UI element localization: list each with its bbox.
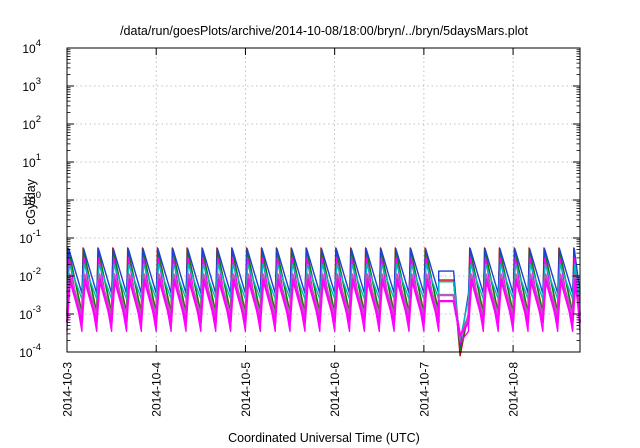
y-tick-label: 104 [22,38,41,56]
x-tick-label: 2014-10-3 [61,362,75,417]
series-line-7 [65,278,582,337]
y-tick-label: 100 [22,190,41,208]
x-tick-label: 2014-10-8 [507,362,521,417]
x-axis: 2014-10-3 2014-10-4 2014-10-5 2014-10-6 2014… [61,48,521,417]
y-tick-label: 10-2 [19,266,41,284]
grid [67,48,580,352]
y-tick-label: 10-1 [19,228,41,246]
x-tick-label: 2014-10-7 [417,362,431,417]
chart-title: /data/run/goesPlots/archive/2014-10-08/1… [120,24,528,38]
y-tick-label: 10-4 [19,342,41,360]
x-tick-label: 2014-10-6 [328,362,342,417]
y-axis-label: cGy/day [24,178,38,225]
y-axis: 10-4 10-3 10-2 10-1 100 101 102 103 104 [19,38,580,360]
x-tick-label: 2014-10-5 [239,362,253,417]
series-line-3 [66,248,581,347]
y-tick-label: 10-3 [19,304,41,322]
y-tick-label: 103 [22,76,41,94]
y-tick-label: 101 [22,152,41,170]
x-axis-label: Coordinated Universal Time (UTC) [228,431,420,445]
x-tick-label: 2014-10-4 [150,362,164,417]
y-tick-label: 102 [22,114,41,132]
series-group [65,247,582,357]
